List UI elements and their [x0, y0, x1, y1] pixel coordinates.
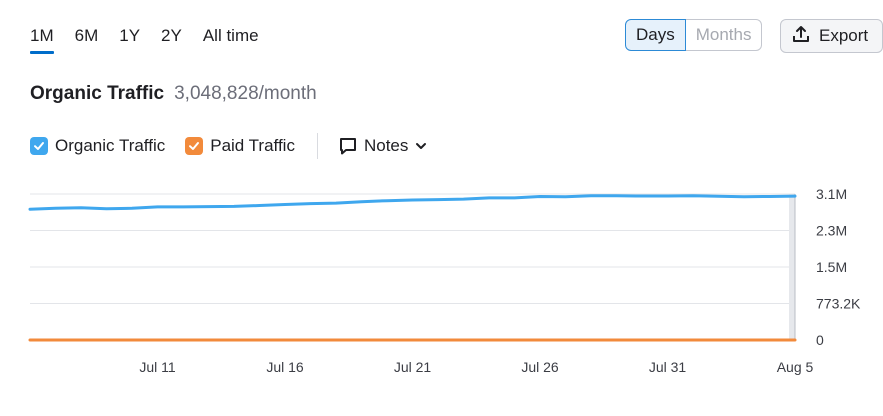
- y-tick-label: 773.2K: [816, 296, 861, 312]
- upload-icon: [791, 24, 811, 49]
- paid-label: Paid Traffic: [210, 136, 295, 155]
- organic-label: Organic Traffic: [55, 136, 166, 155]
- organic-checkbox-icon[interactable]: [30, 137, 48, 155]
- range-tab-all-time[interactable]: All time: [202, 26, 259, 45]
- x-tick-label: Jul 16: [266, 359, 304, 375]
- y-tick-label: 3.1M: [816, 186, 847, 202]
- days-months-toggle: Days Months: [625, 19, 763, 51]
- legend-organic-traffic[interactable]: Organic Traffic: [30, 136, 165, 156]
- y-tick-label: 0: [816, 332, 824, 348]
- export-button[interactable]: Export: [780, 19, 883, 53]
- legend-divider: [316, 133, 318, 159]
- traffic-value: 3,048,828/month: [174, 83, 317, 104]
- days-toggle-button[interactable]: Days: [625, 19, 686, 51]
- x-tick-label: Jul 21: [394, 359, 432, 375]
- comment-icon: [338, 136, 358, 156]
- notes-label: Notes: [363, 136, 409, 155]
- legend-paid-traffic[interactable]: Paid Traffic: [185, 136, 295, 156]
- range-tab-2y[interactable]: 2Y: [161, 26, 182, 45]
- chevron-down-icon: [414, 139, 428, 153]
- current-day-marker: [789, 194, 795, 340]
- range-tab-6m[interactable]: 6M: [74, 26, 99, 45]
- paid-checkbox-icon[interactable]: [185, 137, 204, 155]
- chart-legend: Organic Traffic Paid Traffic Notes: [30, 133, 428, 159]
- date-range-tabs: 1M 6M 1Y 2Y All time: [30, 25, 280, 54]
- x-tick-label: Jul 11: [139, 359, 176, 375]
- range-tab-1m[interactable]: 1M: [30, 25, 54, 54]
- notes-dropdown[interactable]: Notes: [338, 136, 428, 156]
- months-toggle-button[interactable]: Months: [684, 19, 763, 51]
- x-tick-label: Aug 5: [777, 359, 814, 375]
- page-title: Organic Traffic: [30, 83, 165, 104]
- organic-traffic-line: [28, 194, 797, 211]
- y-tick-label: 1.5M: [816, 259, 847, 275]
- x-tick-label: Jul 31: [649, 359, 687, 375]
- y-tick-label: 2.3M: [816, 223, 847, 239]
- traffic-chart: 3.1M 2.3M 1.5M 773.2K 0 Jul 11 Jul 16 Jul 21 Jul…: [28, 186, 861, 375]
- metric-header: Organic Traffic 3,048,828/month: [30, 83, 317, 105]
- export-label: Export: [819, 26, 869, 45]
- range-tab-1y[interactable]: 1Y: [119, 26, 141, 45]
- x-tick-label: Jul 26: [521, 359, 559, 375]
